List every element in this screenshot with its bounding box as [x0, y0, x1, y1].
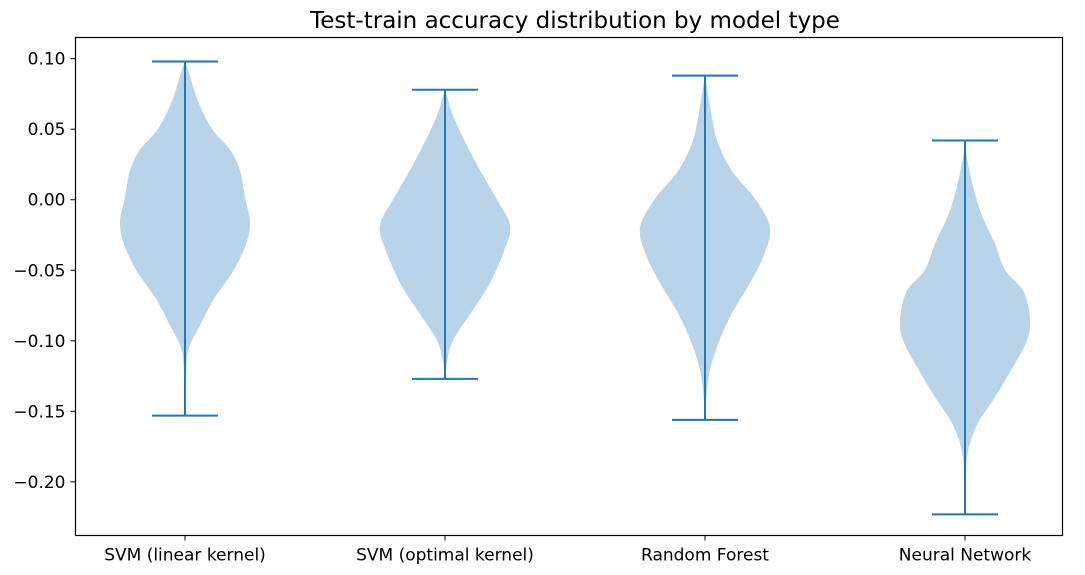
y-tick-label: 0.10 — [28, 50, 66, 70]
y-tick-label: −0.10 — [13, 332, 65, 352]
x-tick-label: SVM (linear kernel) — [104, 546, 266, 566]
y-tick-label: 0.00 — [28, 191, 66, 211]
y-axis: 0.10 0.05 0.00 −0.05 −0.10 −0.15 −0.20 — [13, 50, 76, 493]
x-tick-label: Random Forest — [641, 546, 769, 566]
x-tick-label: Neural Network — [899, 546, 1032, 566]
chart-title: Test-train accuracy distribution by mode… — [309, 8, 840, 34]
y-tick-label: 0.05 — [28, 120, 66, 140]
x-axis: SVM (linear kernel) SVM (optimal kernel) R… — [104, 535, 1032, 566]
y-tick-label: −0.15 — [13, 402, 65, 422]
violins-layer — [119, 60, 1031, 516]
plot-frame — [74, 36, 1064, 537]
y-tick-label: −0.20 — [13, 473, 65, 493]
x-tick-label: SVM (optimal kernel) — [356, 546, 534, 566]
y-tick-label: −0.05 — [13, 261, 65, 281]
